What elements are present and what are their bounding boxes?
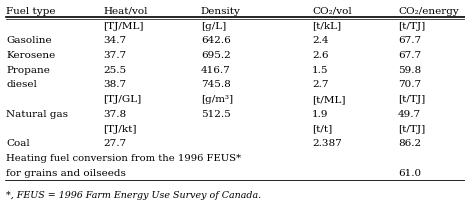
Text: [t/ML]: [t/ML]	[312, 95, 346, 104]
Text: 416.7: 416.7	[201, 66, 230, 75]
Text: Natural gas: Natural gas	[6, 110, 68, 119]
Text: 1.9: 1.9	[312, 110, 328, 119]
Text: 61.0: 61.0	[398, 169, 421, 178]
Text: [t/kL]: [t/kL]	[312, 22, 341, 31]
Text: Heating fuel conversion from the 1996 FEUS*: Heating fuel conversion from the 1996 FE…	[6, 154, 241, 163]
Text: 695.2: 695.2	[201, 51, 230, 60]
Text: 49.7: 49.7	[398, 110, 421, 119]
Text: diesel: diesel	[6, 80, 37, 89]
Text: 2.4: 2.4	[312, 36, 328, 45]
Text: 1.5: 1.5	[312, 66, 328, 75]
Text: Density: Density	[201, 7, 241, 16]
Text: 745.8: 745.8	[201, 80, 230, 89]
Text: 2.6: 2.6	[312, 51, 328, 60]
Text: 2.7: 2.7	[312, 80, 328, 89]
Text: 34.7: 34.7	[103, 36, 127, 45]
Text: Heat/vol: Heat/vol	[103, 7, 148, 16]
Text: Kerosene: Kerosene	[6, 51, 55, 60]
Text: [g/L]: [g/L]	[201, 22, 226, 31]
Text: 67.7: 67.7	[398, 36, 421, 45]
Text: 67.7: 67.7	[398, 51, 421, 60]
Text: 642.6: 642.6	[201, 36, 230, 45]
Text: [g/m³]: [g/m³]	[201, 95, 233, 104]
Text: 37.8: 37.8	[103, 110, 127, 119]
Text: *, FEUS = 1996 Farm Energy Use Survey of Canada.: *, FEUS = 1996 Farm Energy Use Survey of…	[6, 191, 261, 200]
Text: 37.7: 37.7	[103, 51, 127, 60]
Text: [TJ/GL]: [TJ/GL]	[103, 95, 142, 104]
Text: for grains and oilseeds: for grains and oilseeds	[6, 169, 126, 178]
Text: Gasoline: Gasoline	[6, 36, 52, 45]
Text: 38.7: 38.7	[103, 80, 127, 89]
Text: [TJ/ML]: [TJ/ML]	[103, 22, 144, 31]
Text: [TJ/kt]: [TJ/kt]	[103, 125, 137, 134]
Text: [t/TJ]: [t/TJ]	[398, 22, 425, 31]
Text: [t/TJ]: [t/TJ]	[398, 95, 425, 104]
Text: 2.387: 2.387	[312, 139, 342, 148]
Text: CO₂/vol: CO₂/vol	[312, 7, 352, 16]
Text: CO₂/energy: CO₂/energy	[398, 7, 459, 16]
Text: [t/t]: [t/t]	[312, 125, 332, 134]
Text: Propane: Propane	[6, 66, 50, 75]
Text: 512.5: 512.5	[201, 110, 230, 119]
Text: 59.8: 59.8	[398, 66, 421, 75]
Text: 86.2: 86.2	[398, 139, 421, 148]
Text: 27.7: 27.7	[103, 139, 127, 148]
Text: [t/TJ]: [t/TJ]	[398, 125, 425, 134]
Text: 70.7: 70.7	[398, 80, 421, 89]
Text: Coal: Coal	[6, 139, 30, 148]
Text: 25.5: 25.5	[103, 66, 127, 75]
Text: Fuel type: Fuel type	[6, 7, 55, 16]
